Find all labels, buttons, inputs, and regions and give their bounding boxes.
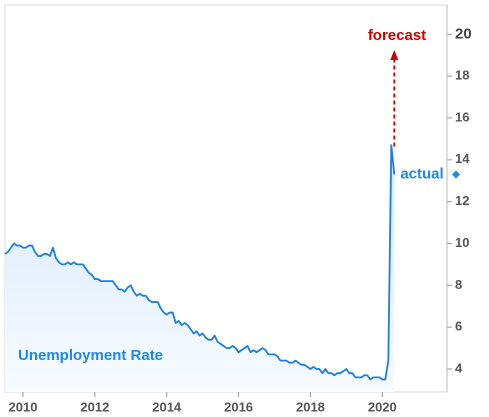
y-tick-label: 18 bbox=[455, 68, 469, 83]
y-tick-label: 16 bbox=[455, 109, 469, 124]
actual-marker bbox=[452, 170, 460, 179]
x-tick-label: 2016 bbox=[224, 399, 253, 414]
actual-label: actual bbox=[400, 165, 443, 182]
series-label: Unemployment Rate bbox=[18, 347, 163, 364]
x-tick-label: 2012 bbox=[80, 399, 109, 414]
area bbox=[5, 145, 395, 392]
x-tick-label: 2020 bbox=[368, 399, 397, 414]
y-tick-label: 20 bbox=[455, 25, 472, 42]
forecast-arrowhead bbox=[390, 50, 399, 60]
y-tick-label: 10 bbox=[455, 235, 469, 250]
x-tick-label: 2018 bbox=[296, 399, 325, 414]
forecast-label: forecast bbox=[368, 27, 426, 44]
x-tick-label: 2014 bbox=[152, 399, 182, 414]
y-tick-label: 14 bbox=[455, 151, 470, 166]
y-tick-label: 8 bbox=[455, 277, 462, 292]
line bbox=[4, 144, 396, 381]
y-tick-label: 6 bbox=[455, 319, 462, 334]
y-tick-label: 12 bbox=[455, 193, 469, 208]
y-tick-label: 4 bbox=[455, 360, 463, 375]
x-tick-label: 2010 bbox=[9, 399, 38, 414]
